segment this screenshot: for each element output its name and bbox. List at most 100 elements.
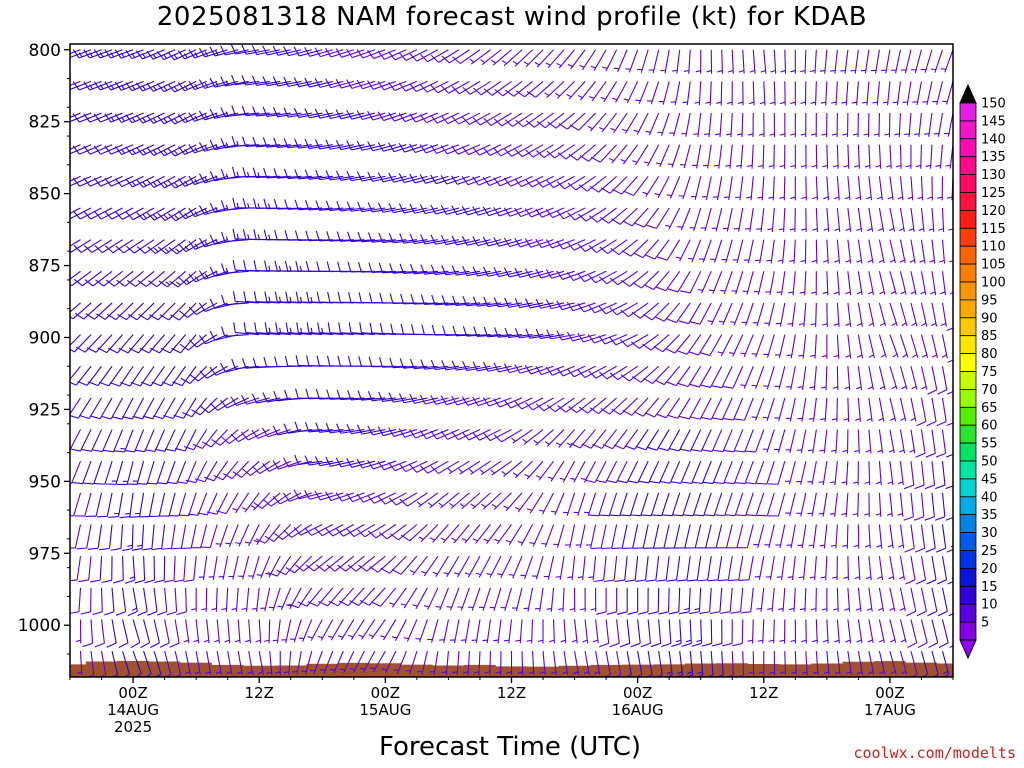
barb-staff <box>804 587 807 612</box>
wind-barb <box>889 397 897 422</box>
barb-staff <box>340 144 365 151</box>
barb-staff <box>101 429 113 452</box>
wind-barb <box>348 619 365 640</box>
barb-staff <box>562 460 576 483</box>
barb-tick <box>832 164 839 168</box>
barb-staff <box>574 619 578 644</box>
barb-tick <box>732 642 743 647</box>
barb-tick <box>657 447 669 452</box>
barb-staff <box>319 80 344 88</box>
wind-barb <box>161 524 176 550</box>
wind-barb <box>70 239 92 253</box>
barb-staff <box>201 429 218 449</box>
barb-tick <box>315 230 320 242</box>
barb-tick <box>855 607 861 611</box>
wind-barb <box>633 112 649 135</box>
barb-tick <box>657 256 668 261</box>
barb-tick <box>215 206 219 212</box>
barb-staff <box>535 556 544 580</box>
wind-barb <box>566 301 596 312</box>
barb-tick <box>758 133 765 136</box>
chart-title: 2025081318 NAM forecast wind profile (kt… <box>156 2 868 32</box>
wind-barb <box>329 650 344 674</box>
barb-staff <box>276 555 292 577</box>
barb-staff <box>70 461 71 463</box>
wind-barb <box>650 619 662 648</box>
wind-barb <box>147 239 176 254</box>
barb-tick <box>483 88 493 96</box>
barb-tick <box>884 133 890 136</box>
barb-staff <box>733 429 744 453</box>
wind-barb <box>701 619 713 647</box>
barb-tick <box>211 438 221 446</box>
barb-staff <box>717 176 723 201</box>
barb-staff <box>857 397 861 422</box>
wind-barb <box>514 144 544 158</box>
wind-barb <box>742 271 754 295</box>
wind-barb <box>809 366 817 391</box>
barb-tick <box>701 642 712 647</box>
barb-tick <box>156 51 165 60</box>
barb-tick <box>171 347 181 354</box>
barb-tick <box>257 172 260 178</box>
barb-tick <box>623 98 629 101</box>
barb-staff <box>92 270 113 287</box>
barb-staff <box>489 555 502 578</box>
barb-tick <box>654 193 660 196</box>
barb-staff <box>665 556 670 581</box>
barb-staff <box>676 556 681 581</box>
barb-tick <box>284 260 289 272</box>
wind-barb <box>358 555 386 572</box>
barb-tick <box>462 360 468 371</box>
barb-staff <box>79 144 102 155</box>
barb-tick <box>879 291 885 295</box>
barb-staff <box>298 49 323 57</box>
barb-tick <box>822 639 829 643</box>
wind-barb <box>864 492 870 517</box>
barb-tick <box>431 294 436 305</box>
barb-tick <box>708 289 715 292</box>
wind-barb <box>889 271 897 295</box>
wind-barb <box>514 397 544 410</box>
barb-tick <box>215 81 219 87</box>
barb-tick <box>788 291 794 294</box>
barb-tick <box>293 46 300 57</box>
wind-barb <box>415 619 428 643</box>
barb-tick <box>251 393 258 404</box>
barb-tick <box>200 406 210 414</box>
barb-staff <box>875 49 880 74</box>
barb-tick <box>43 312 51 318</box>
barb-tick <box>398 143 406 153</box>
wind-barb <box>812 619 818 644</box>
barb-tick <box>367 425 373 436</box>
barb-staff <box>732 397 744 421</box>
barb-tick <box>857 671 863 675</box>
barb-tick <box>177 177 186 187</box>
barb-tick <box>409 263 415 275</box>
barb-tick <box>346 48 353 58</box>
barb-tick <box>854 449 860 453</box>
barb-tick <box>472 236 479 246</box>
barb-tick <box>336 231 341 242</box>
barb-tick <box>868 322 874 327</box>
wind-barb <box>388 203 417 214</box>
wind-barb <box>447 460 470 475</box>
barb-staff <box>377 555 397 573</box>
wind-barb <box>193 619 200 644</box>
barb-staff <box>448 80 470 94</box>
barb-tick <box>262 106 268 117</box>
barb-tick <box>556 367 564 377</box>
barb-tick <box>241 358 247 369</box>
barb-staff <box>445 239 470 246</box>
barb-tick <box>819 449 825 452</box>
barb-tick <box>146 147 155 156</box>
barb-tick <box>220 231 226 242</box>
barb-staff <box>345 555 365 572</box>
barb-tick <box>278 296 282 302</box>
barb-tick <box>137 611 148 617</box>
barb-staff <box>362 80 386 90</box>
wind-barb <box>293 46 323 57</box>
barb-tick <box>167 148 176 157</box>
barb-staff <box>619 492 628 516</box>
wind-barb <box>293 524 323 536</box>
